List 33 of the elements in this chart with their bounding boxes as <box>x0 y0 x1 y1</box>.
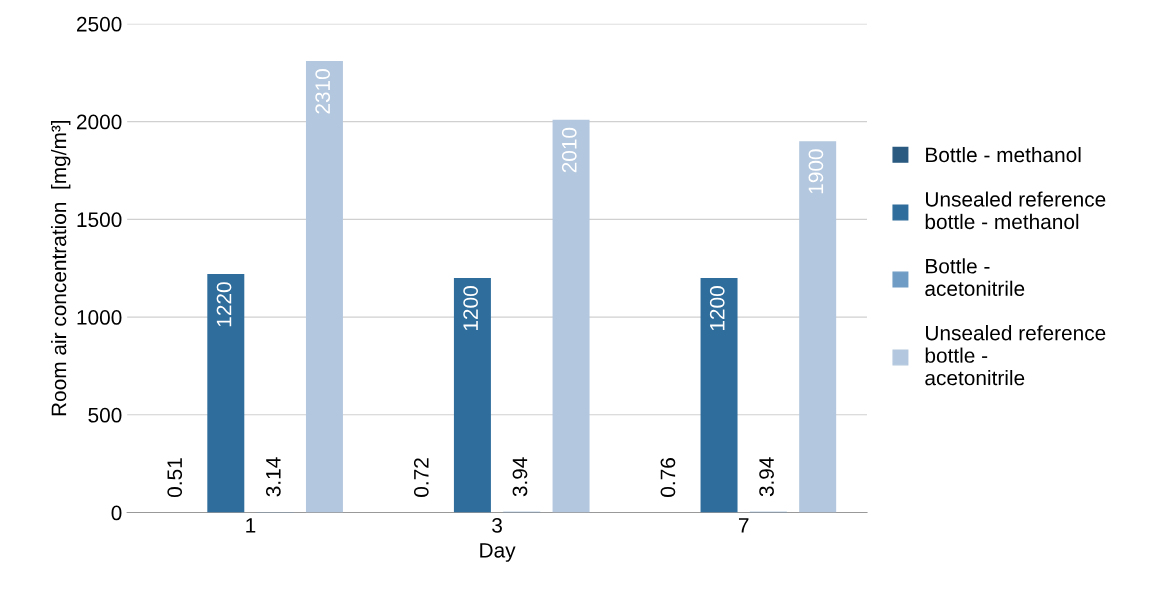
data-label: 3.14 <box>265 457 281 497</box>
data-label: 2010 <box>561 127 577 173</box>
bar <box>552 119 590 513</box>
data-label: 0.51 <box>167 458 183 497</box>
data-label: 1200 <box>709 286 725 331</box>
y-tick-label: 500 <box>88 407 122 423</box>
y-tick-label: 1000 <box>77 310 122 325</box>
data-label: 1900 <box>808 149 824 194</box>
legend-label: Unsealed reference bottle - acetonitrile <box>925 325 1106 386</box>
x-tick-label: 3 <box>492 517 502 533</box>
x-axis-title: Day <box>480 543 516 562</box>
legend-label: Bottle - acetonitrile <box>925 258 1025 296</box>
data-label: 1200 <box>463 286 479 331</box>
x-tick-label: 7 <box>738 518 749 533</box>
data-label: 0.72 <box>413 458 429 497</box>
data-label: 0.76 <box>660 458 676 497</box>
bar <box>453 277 491 513</box>
data-label: 3.94 <box>512 457 528 497</box>
bar <box>700 277 738 513</box>
y-axis-title: Room air concentration [mg/m³] <box>50 120 71 416</box>
legend-label: Bottle - methanol <box>926 146 1081 163</box>
bar <box>207 274 245 513</box>
y-tick-label: 0 <box>111 505 122 521</box>
data-label: 2310 <box>315 69 331 114</box>
y-tick-label: 2500 <box>77 16 122 32</box>
bar <box>305 60 343 513</box>
data-label: 3.94 <box>759 457 774 497</box>
y-tick-label: 1500 <box>77 212 122 228</box>
bar <box>799 141 837 513</box>
y-tick-label: 2000 <box>77 114 122 130</box>
legend-label: Unsealed reference bottle - methanol <box>925 191 1106 230</box>
x-tick-label: 1 <box>246 518 256 533</box>
data-label: 1220 <box>216 282 232 327</box>
